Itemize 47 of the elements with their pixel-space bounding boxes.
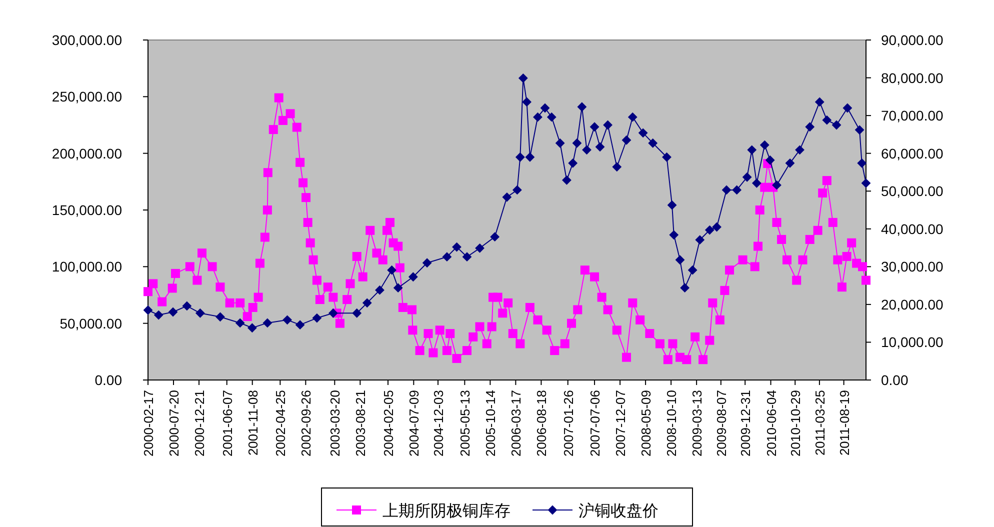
x-tick-label: 2000-02-17 [141, 390, 156, 456]
x-tick-label: 2000-12-21 [192, 390, 208, 456]
x-tick-label: 2007-12-07 [613, 390, 628, 456]
x-tick-label: 2004-12-03 [431, 390, 446, 456]
x-tick-label: 2009-08-07 [714, 390, 729, 456]
y-tick-label: 250,000.00 [52, 88, 122, 105]
y2-tick-label: 20,000.00 [881, 296, 944, 312]
y2-tick-label: 80,000.00 [881, 70, 944, 86]
y2-tick-label: 10,000.00 [881, 334, 944, 350]
x-tick-label: 2002-09-26 [298, 390, 314, 456]
y2-tick-label: 30,000.00 [881, 258, 944, 275]
x-tick-label: 2003-03-20 [328, 390, 343, 456]
legend-label: 上期所阴极铜库存 [382, 502, 510, 520]
x-tick-label: 2011-03-25 [812, 390, 828, 456]
x-tick-label: 2008-05-09 [638, 390, 654, 456]
x-tick-label: 2009-03-13 [690, 390, 705, 456]
x-tick-label: 2010-10-29 [788, 390, 804, 456]
x-tick-label: 2002-04-25 [273, 390, 288, 456]
x-tick-label: 2004-07-09 [406, 390, 422, 456]
x-tick-label: 2000-07-20 [166, 390, 182, 456]
y-tick-label: 200,000.00 [52, 145, 122, 162]
y-tick-label: 150,000.00 [52, 202, 122, 218]
x-tick-label: 2011-08-19 [836, 390, 852, 456]
legend-label: 沪铜收盘价 [578, 502, 658, 520]
y2-tick-label: 0.00 [881, 372, 908, 388]
y2-tick-label: 60,000.00 [881, 145, 944, 162]
x-tick-label: 2009-12-31 [738, 390, 754, 456]
x-tick-label: 2001-06-07 [220, 390, 235, 456]
x-tick-label: 2005-10-14 [483, 390, 498, 456]
x-tick-label: 2006-03-17 [508, 390, 524, 456]
x-tick-label: 2007-01-26 [560, 390, 576, 456]
x-tick-label: 2004-02-05 [380, 390, 396, 456]
y2-tick-label: 70,000.00 [881, 108, 944, 124]
x-tick-label: 2001-11-08 [245, 390, 260, 456]
y2-tick-label: 40,000.00 [881, 220, 944, 237]
y-tick-label: 100,000.00 [52, 258, 122, 275]
x-tick-label: 2006-08-18 [534, 390, 550, 456]
x-tick-label: 2010-06-04 [764, 390, 779, 456]
y-tick-label: 50,000.00 [60, 315, 122, 332]
y2-tick-label: 90,000.00 [881, 32, 944, 48]
x-tick-label: 2005-05-13 [458, 390, 473, 456]
x-tick-label: 2003-08-21 [353, 390, 368, 456]
y-tick-label: 300,000.00 [52, 32, 122, 48]
y2-tick-label: 50,000.00 [881, 183, 944, 200]
x-tick-label: 2007-07-06 [588, 390, 603, 456]
y-tick-label: 0.00 [94, 372, 122, 388]
x-tick-label: 2008-10-10 [664, 390, 680, 456]
